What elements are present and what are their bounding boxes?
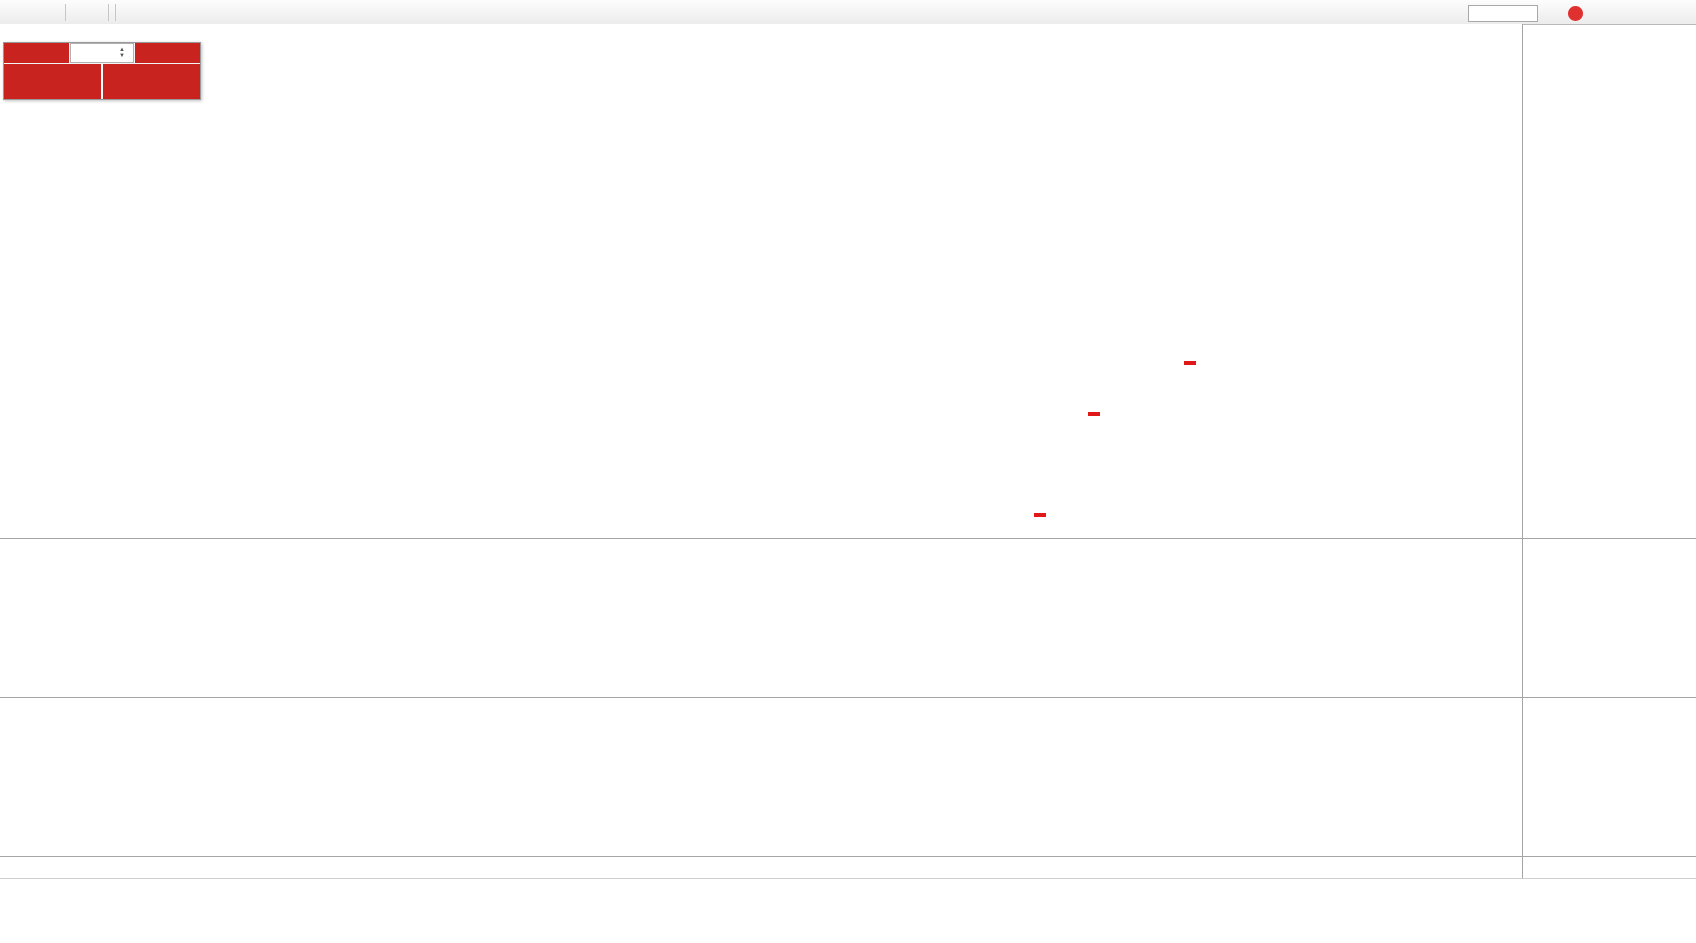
notification-badge[interactable] (1568, 5, 1583, 21)
time-axis (0, 857, 1696, 878)
quote-line (6, 27, 9, 38)
search-icon[interactable] (1542, 3, 1564, 23)
new-order-button[interactable] (26, 2, 62, 22)
toolbar-separator (115, 3, 116, 21)
search-input[interactable] (1468, 4, 1538, 22)
main-chart-canvas (0, 24, 1522, 538)
toolbar-separator (65, 3, 66, 21)
rsi-panel-canvas (0, 698, 1522, 856)
price-axis (1523, 24, 1695, 538)
one-click-trading-panel: ▲ ▼ (3, 42, 201, 100)
autotrading-icon (74, 2, 96, 22)
new-order-icon (31, 2, 53, 22)
macd-axis (1523, 539, 1695, 697)
volume-down-arrow[interactable]: ▼ (119, 53, 125, 59)
volume-input[interactable] (71, 47, 119, 59)
sell-button[interactable] (4, 43, 69, 63)
chart-window-icon[interactable] (4, 2, 26, 22)
buy-button[interactable] (135, 43, 200, 63)
price-annotation-mid (1088, 412, 1100, 416)
panel-separator (0, 856, 1696, 857)
volume-up-arrow[interactable]: ▲ (119, 47, 125, 53)
macd-panel-canvas (0, 539, 1522, 697)
price-annotation-high (1184, 361, 1196, 365)
price-annotation-low (1034, 513, 1046, 517)
price-axis-border (1522, 24, 1523, 878)
panel-separator[interactable] (0, 538, 1696, 539)
chart-bottom-border (0, 878, 1696, 879)
toolbar-separator (108, 3, 109, 21)
toolbar-right-cluster (1468, 3, 1583, 23)
panel-separator[interactable] (0, 697, 1696, 698)
autotrading-button[interactable] (69, 2, 105, 22)
toolbar (0, 0, 1696, 25)
rsi-axis (1523, 698, 1695, 856)
volume-stepper: ▲ ▼ (70, 43, 134, 63)
sell-price[interactable] (4, 64, 101, 99)
buy-price[interactable] (102, 64, 200, 99)
